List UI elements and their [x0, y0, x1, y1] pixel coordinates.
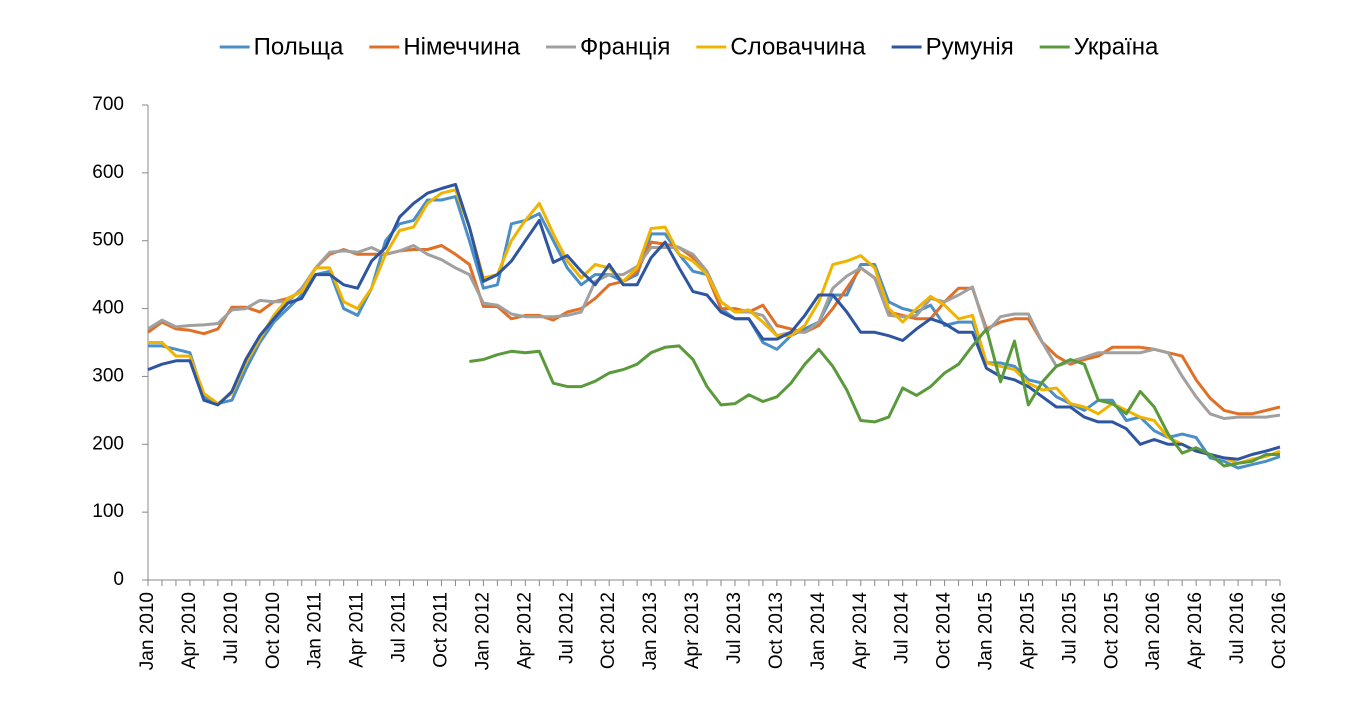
x-tick-label: Apr 2010 [179, 592, 200, 669]
y-tick-label: 500 [92, 230, 124, 251]
x-tick-label: Jan 2014 [808, 592, 829, 671]
x-tick-label: Oct 2011 [430, 592, 451, 668]
x-tick-label: Apr 2012 [514, 592, 535, 669]
legend-label: Словаччина [730, 33, 866, 60]
x-tick-label: Apr 2015 [1017, 592, 1038, 669]
series-line [147, 182, 1281, 461]
y-tick-label: 0 [113, 569, 124, 590]
x-tick-label: Apr 2016 [1185, 592, 1206, 669]
y-tick-label: 400 [92, 298, 124, 319]
x-tick-label: Jan 2015 [976, 592, 997, 670]
y-tick-label: 200 [92, 433, 124, 454]
y-tick-label: 700 [92, 94, 124, 115]
legend-label: Румунія [926, 33, 1014, 60]
x-tick-label: Jan 2012 [472, 592, 493, 670]
x-tick-label: Oct 2016 [1269, 592, 1290, 669]
x-tick-label: Apr 2013 [682, 592, 703, 669]
y-tick-label: 300 [92, 365, 124, 386]
x-tick-label: Jan 2010 [137, 592, 158, 670]
x-tick-label: Oct 2010 [263, 592, 284, 669]
x-tick-label: Apr 2014 [850, 592, 871, 670]
x-tick-label: Oct 2014 [934, 592, 955, 670]
legend-label: Україна [1074, 33, 1159, 60]
x-tick-label: Jan 2013 [640, 592, 661, 670]
x-tick-label: Oct 2015 [1101, 592, 1122, 669]
x-tick-label: Jul 2010 [221, 592, 242, 664]
x-tick-label: Jul 2013 [724, 592, 745, 664]
legend-label: Німеччина [403, 33, 520, 60]
y-tick-label: 600 [92, 162, 124, 183]
legend: Польща Німеччина Франція Словаччина Румунія У… [219, 33, 1159, 60]
x-tick-label: Jul 2015 [1059, 592, 1080, 664]
series-line [148, 195, 1281, 470]
y-tick-label: 100 [92, 501, 124, 522]
x-tick-label: Jan 2011 [305, 592, 326, 669]
legend-label: Польща [254, 33, 344, 60]
x-tick-label: Jan 2016 [1143, 592, 1164, 670]
series-line [469, 327, 1280, 468]
x-tick-label: Oct 2012 [598, 592, 619, 669]
legend-label: Франція [580, 33, 670, 60]
x-tick-label: Apr 2011 [347, 592, 368, 668]
x-tick-label: Jul 2016 [1227, 592, 1248, 664]
x-tick-label: Oct 2013 [766, 592, 787, 669]
x-tick-label: Jul 2012 [556, 592, 577, 664]
series-line [147, 244, 1281, 420]
x-tick-label: Jul 2014 [892, 592, 913, 664]
series-line [148, 188, 1281, 465]
x-tick-label: Jul 2011 [389, 592, 410, 662]
